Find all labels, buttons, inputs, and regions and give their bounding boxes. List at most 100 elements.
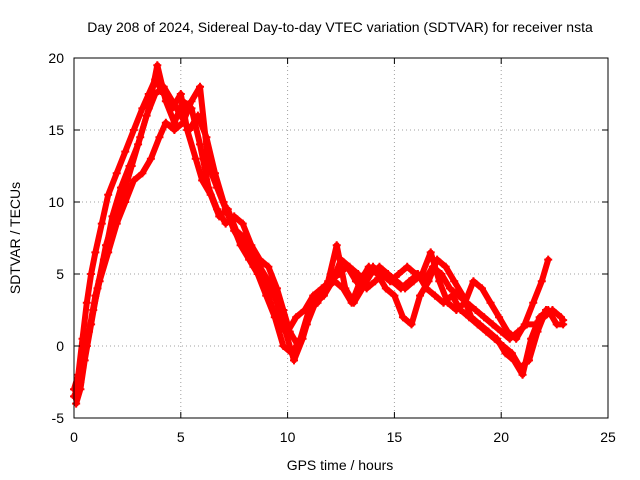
x-tick-label: 10 [280, 429, 296, 445]
data-point [492, 334, 501, 343]
data-point [527, 334, 536, 343]
data-point [168, 97, 177, 106]
data-point [82, 342, 91, 350]
data-point [178, 118, 187, 127]
data-point [529, 298, 538, 307]
data-point [151, 90, 160, 98]
data-point [510, 356, 519, 365]
x-axis: 0 5 10 15 20 25 [70, 58, 616, 445]
data-point [178, 97, 187, 106]
data-point [170, 126, 179, 134]
y-tick-label: 10 [48, 194, 64, 210]
data-point [349, 298, 358, 307]
data-point [495, 313, 504, 322]
data-point [176, 90, 185, 98]
data-point [345, 262, 354, 271]
data-point [116, 183, 125, 192]
y-tick-label: 20 [48, 50, 64, 66]
data-point [435, 277, 444, 286]
data-point [121, 147, 130, 156]
series-layer [70, 61, 568, 408]
data-point [191, 154, 200, 163]
data-point [503, 327, 512, 336]
data-point [129, 126, 138, 134]
data-point [238, 219, 247, 228]
y-tick-label: 15 [48, 122, 64, 138]
data-point [445, 284, 454, 293]
data-point [134, 140, 143, 149]
data-point [104, 190, 113, 199]
data-point [537, 277, 546, 286]
data-point [460, 298, 469, 307]
plot-frame [73, 57, 609, 419]
data-point [441, 262, 450, 271]
data-point [292, 313, 301, 322]
data-point [448, 291, 457, 300]
x-tick-label: 20 [493, 429, 509, 445]
data-point [87, 270, 96, 278]
data-point [112, 219, 121, 228]
data-point [272, 298, 281, 307]
data-point [213, 205, 222, 214]
data-point [95, 277, 104, 286]
data-point [501, 349, 510, 358]
data-point [398, 313, 407, 322]
data-point [185, 126, 194, 134]
data-point [213, 183, 222, 192]
y-tick-label: 5 [56, 266, 64, 282]
data-point [221, 205, 230, 214]
data-point [477, 284, 486, 293]
x-tick-label: 0 [70, 429, 78, 445]
data-point [255, 262, 264, 271]
data-point [443, 298, 452, 307]
data-point [112, 169, 121, 178]
data-point [512, 334, 521, 343]
data-point [407, 320, 416, 329]
data-point [520, 320, 529, 329]
data-point [430, 291, 439, 300]
data-point [270, 313, 279, 322]
data-point [364, 262, 373, 271]
data-point [89, 306, 98, 314]
data-point [475, 320, 484, 329]
y-axis-label: SDTVAR / TECUs [7, 182, 23, 294]
data-point [424, 277, 433, 286]
data-point [146, 154, 155, 163]
data-point [196, 82, 205, 91]
data-point [452, 306, 461, 314]
data-point [324, 277, 333, 286]
data-point [264, 277, 273, 286]
data-point [358, 284, 367, 293]
data-point [245, 255, 254, 264]
data-point [290, 356, 299, 365]
data-point [371, 277, 380, 286]
data-point [535, 313, 544, 322]
data-point [394, 270, 403, 278]
series-track [70, 82, 553, 401]
y-axis: -5 0 5 10 15 20 [48, 50, 608, 426]
data-point [416, 291, 425, 300]
data-point [264, 262, 273, 271]
series-track [72, 61, 551, 408]
data-point [159, 82, 168, 91]
data-point [366, 270, 375, 278]
data-point [204, 183, 213, 192]
data-point [480, 313, 489, 322]
data-point [356, 277, 365, 286]
data-point [104, 248, 113, 257]
data-point [82, 298, 91, 307]
y-tick-label: 0 [56, 338, 64, 354]
data-point [486, 298, 495, 307]
data-point [341, 284, 350, 293]
y-tick-label: -5 [52, 410, 65, 426]
data-point [307, 306, 316, 314]
data-point [332, 241, 341, 250]
data-point [375, 262, 384, 271]
x-tick-label: 25 [600, 429, 616, 445]
x-tick-label: 15 [387, 429, 403, 445]
data-point [187, 97, 196, 106]
data-point [559, 320, 568, 329]
data-point [403, 262, 412, 271]
data-point [409, 277, 418, 286]
